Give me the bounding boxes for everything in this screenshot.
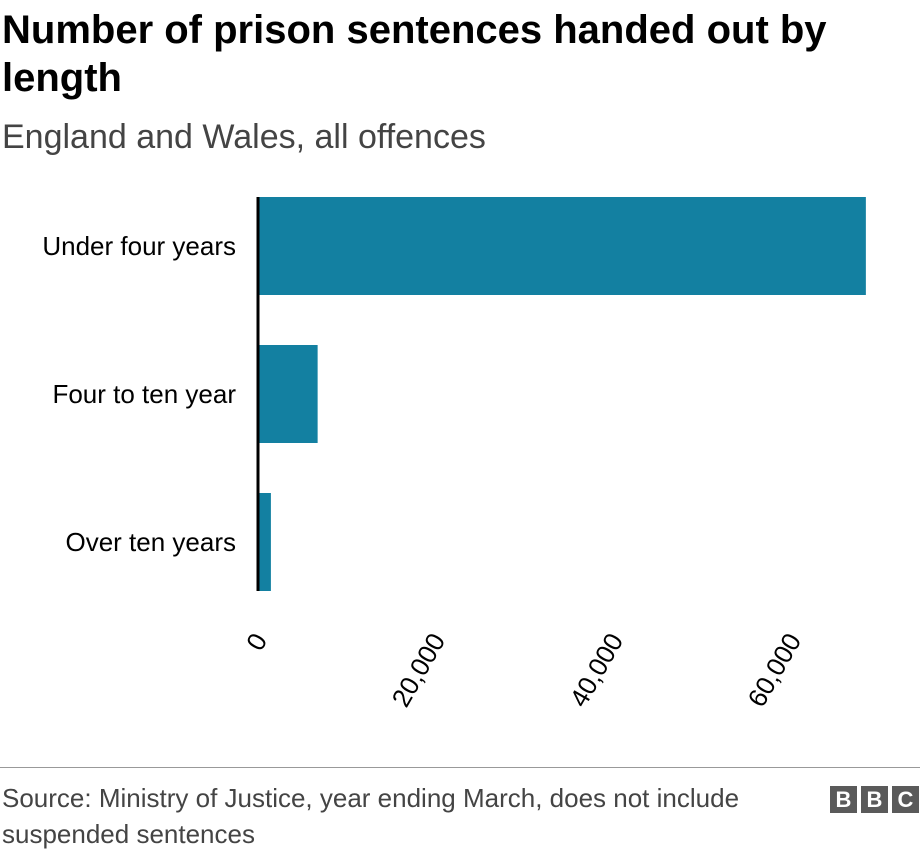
chart-subtitle: England and Wales, all offences [2,118,486,156]
bbc-logo: B B C [830,786,919,813]
x-tick-label: 0 [240,628,273,656]
chart-title: Number of prison sentences handed out by… [2,8,827,100]
category-label: Under four years [42,231,236,261]
bar [258,197,866,295]
x-tick-label: 40,000 [563,628,629,712]
source-note: Source: Ministry of Justice, year ending… [2,783,740,849]
x-tick-label: 20,000 [385,628,451,712]
bar [258,345,318,443]
category-label: Four to ten year [52,379,236,409]
bar-chart: Under four years Four to ten year Over ten… [42,197,866,712]
logo-letter: C [892,786,919,813]
logo-letter: B [830,786,857,813]
bar [258,493,271,591]
x-tick-label: 60,000 [741,628,807,712]
category-label: Over ten years [65,527,236,557]
logo-letter: B [861,786,888,813]
footer-divider [0,767,920,768]
